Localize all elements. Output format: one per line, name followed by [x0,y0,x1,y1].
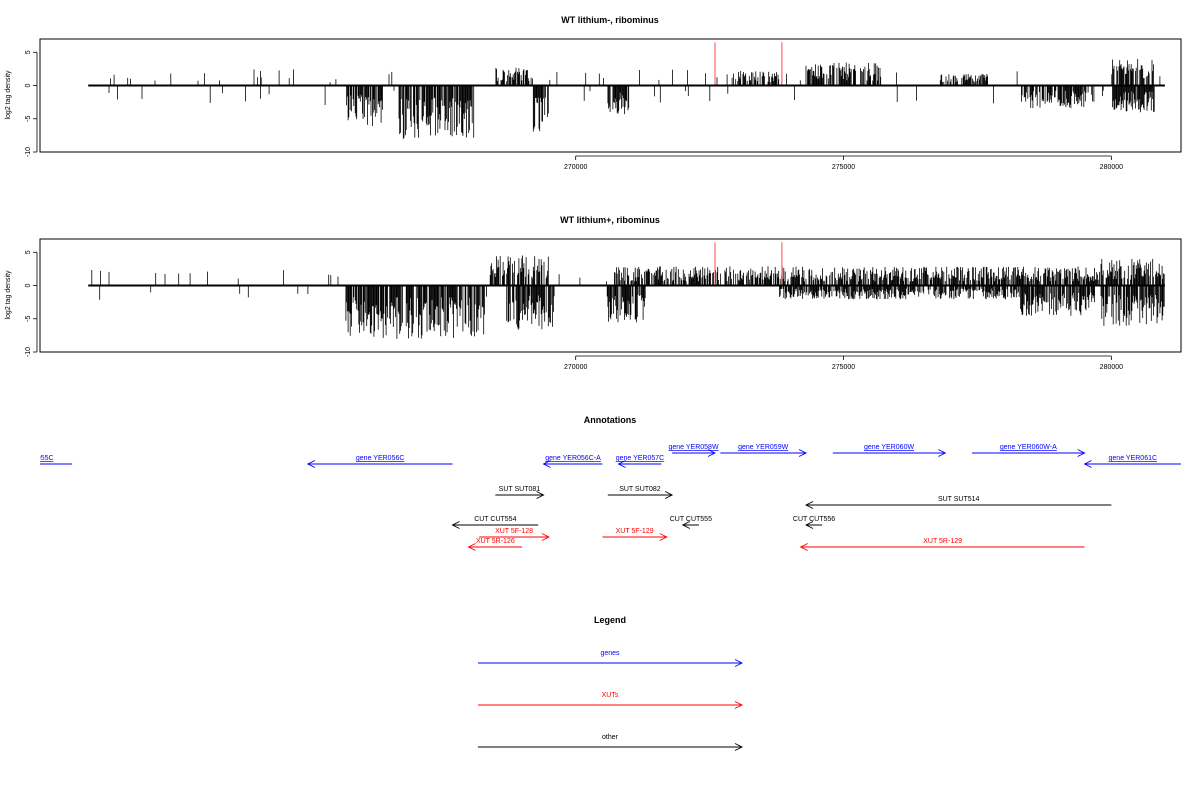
x-tick-label: 280000 [1100,164,1123,171]
annotation-label: CUT CUT556 [793,516,835,523]
x-tick-label: 275000 [832,164,855,171]
y-axis: 5 0 -5 -10 [25,250,38,357]
annotation-label: SUT SUT514 [938,496,980,503]
annotation-label: gene YER058W [668,444,718,451]
annotation-label: XUT 5R-129 [923,538,962,545]
annotation-label: XUT 5R-126 [476,538,515,545]
legend-title: Legend [594,615,626,625]
y-tick-label: -10 [25,147,32,157]
plot-frame [39,238,1182,353]
track-title: WT lithium+, ribominus [560,215,660,225]
annotation-feature: gene YER055C [5,455,73,465]
annotation-feature: gene YER061C [1083,455,1181,468]
annotation-feature: XUT 5R-129 [799,538,1085,551]
legend: genes XUTs other [478,650,744,751]
highlight-markers [714,242,783,286]
legend-item: XUTs [478,692,744,709]
annotation-label: gene YER059W [738,444,788,451]
annotation-feature: gene YER058W [668,444,719,457]
annotation-label: gene YER056C [356,455,405,462]
annotation-label: gene YER056C-A [545,455,601,462]
annotation-feature: gene YER060W-A [972,444,1086,457]
y-tick-label: -5 [25,316,32,322]
y-tick-label: 5 [25,250,32,254]
annotation-label: gene YER060W-A [1000,444,1057,451]
track-wt-lithium-minus: WT lithium-, ribominus log2 tag density … [5,15,1182,171]
annotation-feature: gene YER056C-A [542,455,603,468]
annotation-arrows: gene YER055C gene YER056C gene YER056C-A ge… [5,444,1181,551]
annotation-feature: gene YER060W [832,444,947,457]
y-axis-label: log2 tag density [5,270,12,320]
track-wt-lithium-plus: WT lithium+, ribominus log2 tag density … [5,215,1182,371]
signal-bars [91,255,1165,339]
y-tick-label: -5 [25,116,32,122]
y-tick-label: 5 [25,50,32,54]
y-tick-label: 0 [25,283,32,287]
x-tick-label: 270000 [564,364,587,371]
x-tick-label: 275000 [832,364,855,371]
legend-item: genes [478,650,744,667]
annotation-label: XUT 5F-128 [495,528,533,535]
annotation-label: gene YER060W [864,444,914,451]
x-axis: 270000 275000 280000 [564,155,1123,171]
annotation-feature: XUT 5F-128 [479,528,550,541]
x-axis: 270000 275000 280000 [564,355,1123,371]
legend-label: XUTs [602,692,619,699]
x-tick-label: 270000 [564,164,587,171]
legend-item: other [478,734,744,751]
track-title: WT lithium-, ribominus [561,15,659,25]
annotation-feature: SUT SUT082 [607,486,674,499]
y-axis: 5 0 -5 -10 [25,50,38,157]
annotation-feature: XUT 5F-129 [602,528,668,541]
legend-label: other [602,734,619,741]
y-axis-label: log2 tag density [5,70,12,120]
signal-bars [108,59,1161,139]
annotation-label: CUT CUT555 [670,516,712,523]
annotation-feature: CUT CUT554 [451,516,539,529]
highlight-markers [714,42,783,86]
annotation-feature: SUT SUT514 [805,496,1112,509]
annotation-label: SUT SUT081 [499,486,541,493]
annotation-label: CUT CUT554 [474,516,516,523]
annotation-feature: XUT 5R-126 [467,538,523,551]
annotation-label: gene YER057C [616,455,665,462]
y-tick-label: -10 [25,347,32,357]
annotation-feature: SUT SUT081 [495,486,545,499]
annotation-features: gene YER055C gene YER056C gene YER056C-A ge… [5,444,1181,551]
annotation-feature: gene YER056C [306,455,453,468]
plot-frame [39,38,1182,153]
x-tick-label: 280000 [1100,364,1123,371]
annotation-label: gene YER055C [5,455,54,462]
annotation-feature: gene YER057C [616,455,665,468]
legend-label: genes [600,650,620,657]
annotation-label: XUT 5F-129 [616,528,654,535]
annotation-feature: CUT CUT555 [670,516,712,529]
annotation-feature: CUT CUT556 [793,516,835,529]
annotation-label: gene YER061C [1109,455,1158,462]
annotation-feature: gene YER059W [720,444,808,457]
y-tick-label: 0 [25,83,32,87]
annotations-title: Annotations [584,415,637,425]
annotation-label: SUT SUT082 [619,486,661,493]
